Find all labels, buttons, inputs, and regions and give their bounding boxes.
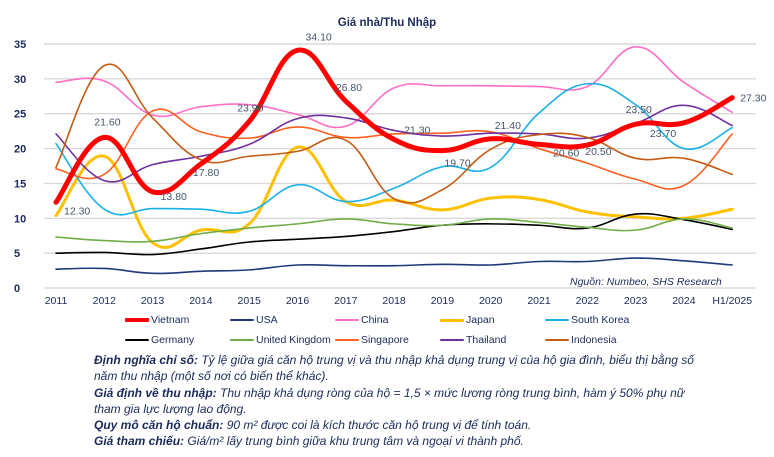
y-tick-label: 5	[14, 248, 20, 260]
y-tick-label: 25	[14, 109, 26, 121]
footnote-text: Tỷ lệ giữa giá căn hộ trung vị và thu nh…	[94, 353, 694, 384]
legend-label: United Kingdom	[256, 334, 331, 346]
legend-swatch	[335, 339, 359, 341]
y-tick-label: 15	[14, 178, 26, 190]
data-label-vietnam: 20.50	[585, 146, 611, 158]
grid-lines	[44, 43, 756, 289]
data-labels: 12.30 21.60 13.80 17.80 23.90 34.10 26.80 21.30…	[64, 31, 767, 217]
footnote-label: Định nghĩa chỉ số:	[94, 353, 198, 367]
y-axis-ticks: 0 5 10 15 20 25 30 35	[14, 39, 26, 295]
data-label-vietnam: 27.30	[740, 93, 766, 105]
data-label-vietnam: 26.80	[336, 82, 362, 94]
data-label-vietnam: 34.10	[306, 31, 332, 43]
series-line-japan	[54, 145, 734, 249]
legend-swatch	[230, 319, 254, 321]
x-tick-label: 2018	[382, 295, 406, 307]
legend-swatch	[125, 339, 149, 341]
footnote: Quy mô căn hộ chuẩn: 90 m² được coi là k…	[94, 417, 694, 433]
x-tick-label: 2022	[576, 295, 600, 307]
legend-swatch	[335, 319, 359, 321]
legend-label: China	[361, 314, 389, 326]
legend-label: USA	[256, 314, 278, 326]
series-line-singapore	[55, 108, 733, 190]
legend-item-thailand: Thailand	[440, 334, 545, 346]
chart-legend: Vietnam USA China Japan South Korea Germany Un…	[125, 314, 665, 346]
series-lines	[53, 45, 735, 275]
x-axis-ticks: 2011 2012 2013 2014 2015 2016 2017 2018 2019 2020…	[45, 295, 753, 307]
footnote-text: 90 m² được coi là kích thước căn hộ trun…	[223, 418, 532, 433]
legend-label: Thailand	[466, 334, 507, 346]
legend-swatch	[545, 319, 569, 321]
legend-item-united-kingdom: United Kingdom	[230, 334, 335, 346]
legend-label: Germany	[151, 334, 195, 346]
legend-item-indonesia: Indonesia	[545, 334, 665, 346]
data-label-vietnam: 21.30	[404, 125, 430, 137]
footnote-text: Thu nhập khả dụng ròng của hộ = 1,5 × mứ…	[94, 385, 685, 416]
footnote: Giá tham chiếu: Giá/m² lấy trung bình gi…	[94, 433, 694, 449]
legend-swatch	[125, 318, 149, 322]
x-tick-label: 2014	[189, 295, 213, 307]
x-tick-label: 2024	[672, 295, 696, 307]
data-label-vietnam: 23.90	[237, 102, 263, 114]
footnote-label: Giả định về thu nhập:	[94, 385, 217, 400]
data-label-vietnam: 23.70	[650, 128, 676, 140]
legend-item-usa: USA	[230, 314, 335, 326]
legend-item-south-korea: South Korea	[545, 314, 665, 326]
data-label-vietnam: 21.60	[94, 116, 120, 128]
y-tick-label: 35	[14, 39, 26, 51]
x-tick-label: 2016	[286, 295, 310, 307]
x-tick-label: 2015	[238, 295, 262, 307]
y-tick-label: 20	[14, 144, 26, 156]
data-label-vietnam: 20.60	[553, 147, 579, 159]
series-line-indonesia	[55, 63, 733, 204]
legend-label: Indonesia	[571, 334, 617, 346]
data-label-vietnam: 17.80	[193, 167, 219, 179]
data-label-vietnam: 21.40	[495, 120, 521, 132]
legend-label: South Korea	[571, 314, 630, 326]
legend-label: Singapore	[361, 334, 409, 346]
series-line-south-korea	[55, 82, 733, 216]
x-tick-label: 2012	[93, 295, 117, 307]
data-label-vietnam: 12.30	[64, 205, 90, 217]
legend-swatch	[230, 339, 254, 341]
legend-item-germany: Germany	[125, 334, 230, 346]
legend-swatch	[440, 339, 464, 341]
series-line-vietnam	[53, 47, 735, 205]
series-line-united-kingdom	[55, 218, 733, 243]
legend-label: Vietnam	[151, 314, 190, 326]
data-label-vietnam: 13.80	[161, 191, 187, 203]
source-annotation: Nguồn: Numbeo, SHS Research	[570, 276, 722, 288]
data-label-vietnam: 23.50	[626, 104, 652, 116]
legend-item-japan: Japan	[440, 314, 545, 326]
footnote-label: Quy mô căn hộ chuẩn:	[94, 418, 224, 433]
legend-swatch	[545, 339, 569, 341]
x-tick-label: 2020	[479, 295, 503, 307]
data-label-vietnam: 19.70	[444, 158, 470, 170]
x-tick-label: 2023	[624, 295, 648, 307]
x-tick-label: 2019	[431, 295, 455, 307]
footnote: Định nghĩa chỉ số: Tỷ lệ giữa giá căn hộ…	[94, 352, 694, 385]
y-tick-label: 0	[14, 283, 20, 295]
x-tick-label: H1/2025	[712, 295, 752, 307]
legend-item-singapore: Singapore	[335, 334, 440, 346]
x-tick-label: 2013	[141, 295, 165, 307]
y-tick-label: 30	[14, 74, 26, 86]
series-line-usa	[55, 257, 733, 275]
footnote: Giả định về thu nhập: Thu nhập khả dụng …	[94, 385, 694, 418]
x-tick-label: 2017	[334, 295, 358, 307]
legend-item-vietnam: Vietnam	[125, 314, 230, 326]
x-tick-label: 2011	[45, 295, 68, 307]
footnote-text: Giá/m² lấy trung bình giữa khu trung tâm…	[184, 434, 524, 449]
x-tick-label: 2021	[527, 295, 551, 307]
series-line-china	[55, 45, 733, 129]
y-tick-label: 10	[14, 213, 26, 225]
chart-title: Giá nhà/Thu Nhập	[337, 17, 437, 29]
footnotes: Định nghĩa chỉ số: Tỷ lệ giữa giá căn hộ…	[94, 352, 694, 450]
series-line-germany	[55, 212, 733, 256]
legend-swatch	[440, 318, 464, 322]
legend-item-china: China	[335, 314, 440, 326]
legend-label: Japan	[466, 314, 495, 326]
footnote-label: Giá tham chiếu:	[94, 434, 185, 449]
